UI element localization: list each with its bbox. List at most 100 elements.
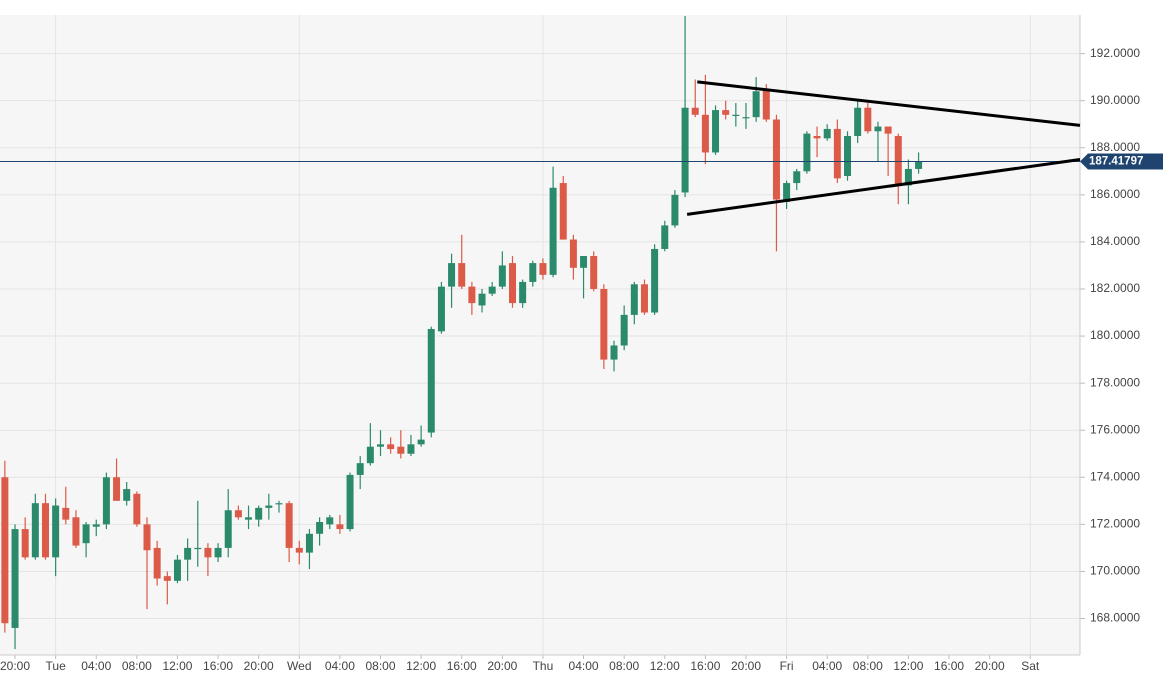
x-tick-label: 08:00 — [609, 659, 639, 673]
y-tick-label: 178.0000 — [1090, 375, 1140, 389]
candle-body — [123, 489, 131, 501]
y-tick-label: 190.0000 — [1090, 93, 1140, 107]
candle-body — [437, 286, 445, 332]
candle-body — [346, 474, 354, 530]
candle-body — [245, 517, 253, 520]
candle-body — [569, 239, 577, 268]
x-tick-label: 08:00 — [365, 659, 395, 673]
candle-body — [305, 533, 313, 553]
y-tick-label: 170.0000 — [1090, 564, 1140, 578]
candle-body — [366, 446, 374, 464]
candle-body — [884, 126, 892, 134]
candle-body — [752, 91, 760, 118]
x-tick-label: 20:00 — [487, 659, 517, 673]
candle-body — [153, 547, 161, 579]
candle-body — [894, 135, 902, 186]
candle-body — [468, 286, 476, 304]
x-tick-label: 16:00 — [934, 659, 964, 673]
y-tick-label: 182.0000 — [1090, 281, 1140, 295]
candle-body — [173, 559, 181, 581]
candle-body — [620, 314, 628, 346]
candle-body — [742, 117, 750, 119]
candle-body — [722, 110, 730, 115]
x-tick-label: 20:00 — [244, 659, 274, 673]
candle-body — [701, 114, 709, 153]
y-tick-label: 186.0000 — [1090, 187, 1140, 201]
candle-body — [163, 576, 171, 581]
candle-body — [285, 503, 293, 548]
candle-body — [732, 114, 740, 117]
candle-body — [1, 477, 9, 624]
candle-body — [184, 547, 192, 560]
candle-body — [448, 263, 456, 287]
x-tick-label: Sat — [1021, 659, 1040, 673]
candle-body — [194, 547, 202, 550]
candle-body — [11, 529, 19, 628]
x-tick-label: Tue — [46, 659, 67, 673]
candle-body — [41, 503, 49, 558]
candle-body — [549, 187, 557, 275]
candle-body — [762, 88, 770, 120]
candle-body — [772, 119, 780, 200]
y-tick-label: 188.0000 — [1090, 140, 1140, 154]
candle-body — [488, 286, 496, 294]
candle-body — [661, 225, 669, 249]
candle-body — [600, 288, 608, 360]
candle-body — [539, 263, 547, 275]
candle-body — [397, 446, 405, 454]
candle-body — [833, 128, 841, 179]
candle-body — [377, 444, 385, 447]
candle-body — [214, 547, 222, 558]
trendline — [686, 158, 1081, 216]
candle-body — [295, 547, 303, 553]
candle-body — [854, 107, 862, 136]
candle-body — [712, 110, 720, 153]
trendline — [697, 80, 1081, 127]
x-tick-label: 12:00 — [650, 659, 680, 673]
plot-area — [0, 15, 1080, 655]
candle-body — [265, 505, 273, 508]
candle-body — [417, 439, 425, 445]
x-tick-label: 08:00 — [853, 659, 883, 673]
x-tick-label: 20:00 — [0, 659, 30, 673]
candle-body — [823, 128, 831, 139]
x-tick-label: 04:00 — [569, 659, 599, 673]
candle-body — [92, 524, 100, 527]
candle-body — [102, 477, 110, 525]
candle-body — [813, 135, 821, 139]
candle-body — [590, 256, 598, 289]
x-tick-label: 12:00 — [406, 659, 436, 673]
candle-body — [874, 126, 882, 132]
candle-body — [204, 547, 212, 558]
candle-body — [559, 183, 567, 240]
candle-body — [143, 524, 151, 551]
x-tick-label: 12:00 — [893, 659, 923, 673]
candle-body — [904, 168, 912, 186]
last-price-label: 187.41797 — [1089, 155, 1143, 167]
candle-body — [316, 522, 324, 534]
candle-body — [133, 493, 141, 525]
y-tick-label: 184.0000 — [1090, 234, 1140, 248]
y-tick-label: 176.0000 — [1090, 422, 1140, 436]
y-tick-label: 172.0000 — [1090, 517, 1140, 531]
candle-body — [783, 183, 791, 202]
candle-body — [478, 293, 486, 306]
candle-body — [458, 263, 466, 287]
candle-body — [275, 503, 283, 505]
candle-body — [691, 107, 699, 115]
candle-body — [915, 161, 923, 169]
candle-body — [224, 510, 232, 548]
x-tick-label: 16:00 — [447, 659, 477, 673]
candle-body — [326, 517, 334, 525]
candle-body — [498, 265, 506, 287]
x-tick-label: 20:00 — [731, 659, 761, 673]
candle-body — [671, 194, 679, 226]
y-tick-label: 174.0000 — [1090, 469, 1140, 483]
y-tick-label: 192.0000 — [1090, 46, 1140, 60]
candle-body — [234, 510, 242, 518]
candle-body — [336, 524, 344, 530]
candle-body — [803, 133, 811, 172]
x-tick-label: Thu — [533, 659, 554, 673]
candle-body — [72, 517, 80, 546]
